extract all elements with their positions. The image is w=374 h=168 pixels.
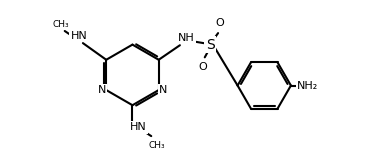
Text: NH: NH (178, 33, 194, 43)
Text: NH₂: NH₂ (297, 80, 318, 91)
Text: O: O (199, 62, 207, 72)
Text: CH₃: CH₃ (148, 141, 165, 150)
Text: HN: HN (71, 31, 88, 41)
Text: HN: HN (129, 122, 146, 132)
Text: O: O (215, 18, 224, 28)
Text: N: N (159, 85, 168, 95)
Text: S: S (206, 38, 215, 52)
Text: CH₃: CH₃ (52, 19, 69, 29)
Text: N: N (98, 85, 106, 95)
